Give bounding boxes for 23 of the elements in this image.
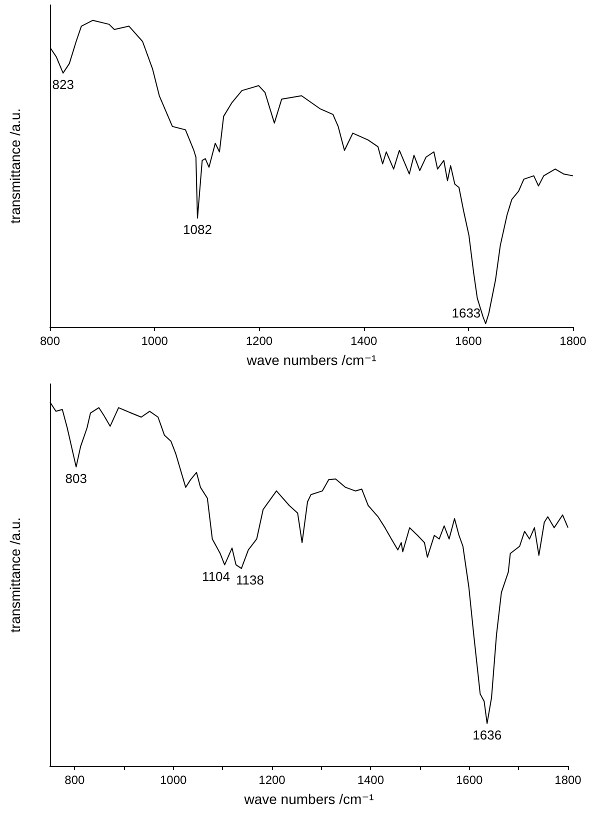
x-tick-label: 1000 (160, 773, 188, 787)
y-axis-title: transmittance /a.u. (7, 517, 23, 633)
y-axis-title: transmittance /a.u. (7, 108, 23, 224)
x-tick-label: 1800 (554, 773, 582, 787)
x-tick-label: 1600 (455, 334, 482, 348)
x-axis-title: wave numbers /cm⁻¹ (246, 352, 377, 368)
annotation: 1633 (452, 306, 481, 321)
x-tick-label: 1400 (357, 773, 384, 787)
x-tick-label: 800 (64, 773, 85, 787)
annotation: 803 (65, 470, 87, 486)
x-tick-label: 1200 (246, 334, 273, 348)
x-tick-label: 1600 (456, 773, 484, 787)
x-tick-label: 800 (40, 334, 60, 348)
annotation: 1636 (472, 727, 502, 742)
annotation: 823 (52, 77, 74, 92)
x-tick-label: 1000 (141, 334, 168, 348)
annotation: 1082 (183, 222, 212, 238)
x-axis-title: wave numbers /cm⁻¹ (243, 791, 374, 807)
annotation: 1104 (202, 568, 230, 584)
annotation: 1138 (236, 572, 264, 588)
x-tick-label: 1200 (258, 773, 286, 787)
x-tick-label: 1400 (350, 334, 378, 348)
x-tick-label: 1800 (560, 334, 587, 348)
